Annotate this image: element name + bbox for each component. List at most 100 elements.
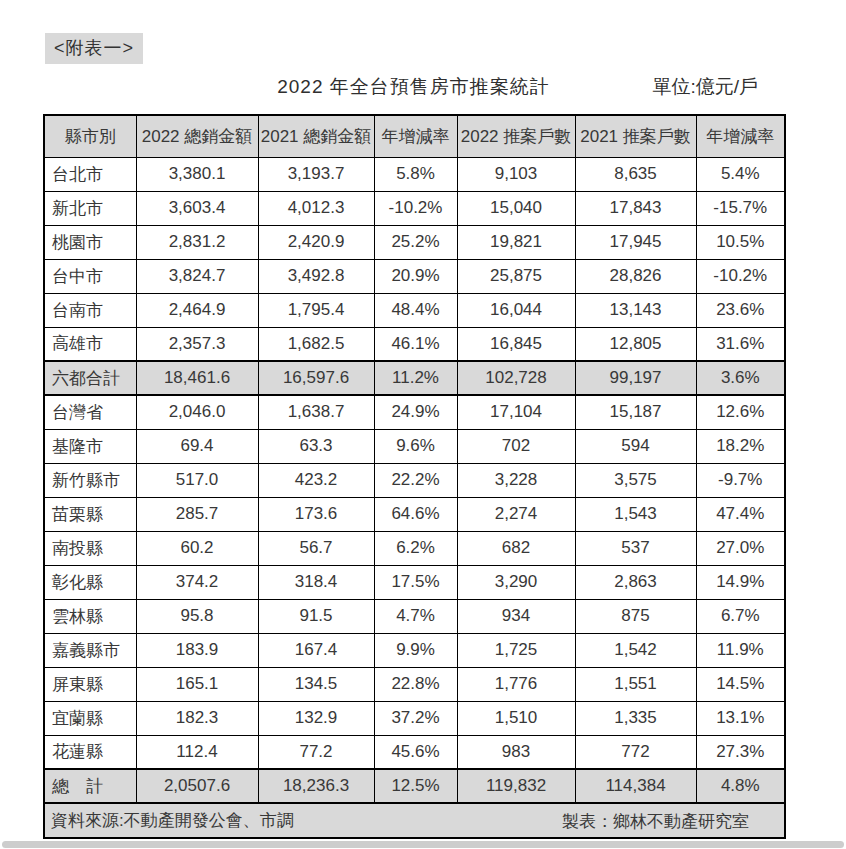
table-maker-label: 製表：鄉林不動產研究室 [562,809,749,832]
value-cell: 2,464.9 [136,293,258,327]
value-cell: 1,551 [575,667,696,701]
value-cell: 16,044 [457,293,575,327]
county-name-cell: 高雄市 [44,327,136,361]
value-cell: 1,682.5 [258,327,374,361]
value-cell: 2,831.2 [136,225,258,259]
value-cell: 114,384 [575,769,696,803]
title-row: 2022 年全台預售房市推案統計 單位:億元/戶 [43,74,784,100]
value-cell: 64.6% [374,497,457,531]
value-cell: 2,274 [457,497,575,531]
county-name-cell: 台北市 [44,157,136,191]
value-cell: 3.6% [696,361,785,395]
table-row: 新北市3,603.44,012.3-10.2%15,04017,843-15.7… [44,191,785,225]
value-cell: 6.7% [696,599,785,633]
value-cell: 1,795.4 [258,293,374,327]
value-cell: 4.8% [696,769,785,803]
value-cell: 22.2% [374,463,457,497]
column-header: 2022 總銷金額 [136,115,258,157]
horizontal-scrollbar[interactable] [2,841,844,848]
column-header: 縣市別 [44,115,136,157]
value-cell: 374.2 [136,565,258,599]
value-cell: 1,638.7 [258,395,374,429]
value-cell: 18,461.6 [136,361,258,395]
value-cell: 183.9 [136,633,258,667]
value-cell: 17.5% [374,565,457,599]
value-cell: 45.6% [374,735,457,769]
value-cell: -10.2% [374,191,457,225]
value-cell: 3,824.7 [136,259,258,293]
table-row: 台南市2,464.91,795.448.4%16,04413,14323.6% [44,293,785,327]
value-cell: 11.2% [374,361,457,395]
value-cell: 10.5% [696,225,785,259]
value-cell: 4.7% [374,599,457,633]
value-cell: 1,776 [457,667,575,701]
value-cell: 2,420.9 [258,225,374,259]
value-cell: 18,236.3 [258,769,374,803]
value-cell: 3,603.4 [136,191,258,225]
value-cell: 3,492.8 [258,259,374,293]
unit-label: 單位:億元/戶 [652,74,758,100]
value-cell: 9,103 [457,157,575,191]
value-cell: 16,597.6 [258,361,374,395]
value-cell: 8,635 [575,157,696,191]
value-cell: 12.5% [374,769,457,803]
column-header: 年增減率 [696,115,785,157]
table-row: 台中市3,824.73,492.820.9%25,87528,826-10.2% [44,259,785,293]
value-cell: 3,228 [457,463,575,497]
value-cell: 28,826 [575,259,696,293]
table-row: 苗栗縣285.7173.664.6%2,2741,54347.4% [44,497,785,531]
county-name-cell: 雲林縣 [44,599,136,633]
table-row: 花蓮縣112.477.245.6%98377227.3% [44,735,785,769]
value-cell: 173.6 [258,497,374,531]
county-name-cell: 彰化縣 [44,565,136,599]
table-row: 高雄市2,357.31,682.546.1%16,84512,80531.6% [44,327,785,361]
table-row: 雲林縣95.891.54.7%9348756.7% [44,599,785,633]
value-cell: 594 [575,429,696,463]
value-cell: 99,197 [575,361,696,395]
county-name-cell: 台中市 [44,259,136,293]
value-cell: 14.5% [696,667,785,701]
county-name-cell: 苗栗縣 [44,497,136,531]
table-row: 新竹縣市517.0423.222.2%3,2283,575-9.7% [44,463,785,497]
value-cell: 6.2% [374,531,457,565]
value-cell: 23.6% [696,293,785,327]
value-cell: 15,187 [575,395,696,429]
value-cell: 77.2 [258,735,374,769]
value-cell: 91.5 [258,599,374,633]
county-name-cell: 新竹縣市 [44,463,136,497]
value-cell: 9.6% [374,429,457,463]
value-cell: 772 [575,735,696,769]
value-cell: 27.3% [696,735,785,769]
value-cell: 17,945 [575,225,696,259]
table-row: 基隆市69.463.39.6%70259418.2% [44,429,785,463]
value-cell: 112.4 [136,735,258,769]
value-cell: 48.4% [374,293,457,327]
value-cell: 2,0507.6 [136,769,258,803]
value-cell: 9.9% [374,633,457,667]
attachment-tag: <附表一> [45,33,143,64]
value-cell: 682 [457,531,575,565]
value-cell: 3,193.7 [258,157,374,191]
value-cell: 983 [457,735,575,769]
source-row: 資料來源:不動產開發公會、市調 製表：鄉林不動產研究室 [44,803,785,838]
value-cell: 3,380.1 [136,157,258,191]
value-cell: 1,543 [575,497,696,531]
value-cell: 5.8% [374,157,457,191]
value-cell: 132.9 [258,701,374,735]
value-cell: 14.9% [696,565,785,599]
value-cell: 537 [575,531,696,565]
value-cell: 934 [457,599,575,633]
value-cell: 27.0% [696,531,785,565]
table-row: 六都合計18,461.616,597.611.2%102,72899,1973.… [44,361,785,395]
value-cell: 56.7 [258,531,374,565]
value-cell: 13,143 [575,293,696,327]
column-header: 2022 推案戶數 [457,115,575,157]
value-cell: 69.4 [136,429,258,463]
table-row: 彰化縣374.2318.417.5%3,2902,86314.9% [44,565,785,599]
value-cell: 182.3 [136,701,258,735]
value-cell: 60.2 [136,531,258,565]
value-cell: 119,832 [457,769,575,803]
value-cell: 24.9% [374,395,457,429]
value-cell: 2,046.0 [136,395,258,429]
value-cell: 3,575 [575,463,696,497]
